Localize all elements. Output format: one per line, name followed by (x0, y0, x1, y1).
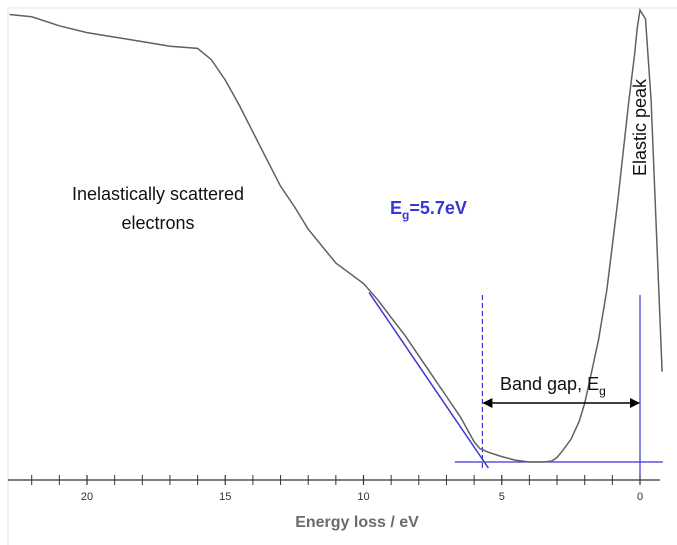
linear-fit-line (368, 292, 490, 469)
annotation-band-gap: Band gap, Eg (500, 374, 606, 398)
annotation-eg-value: Eg=5.7eV (390, 198, 467, 222)
x-tick-label: 15 (219, 491, 231, 503)
band-gap-text: Band gap, E (500, 374, 599, 394)
x-tick-label: 5 (499, 491, 505, 503)
annotation-inelastic-line2: electrons (121, 213, 194, 233)
x-tick-label: 10 (357, 491, 369, 503)
eg-prefix: E (390, 198, 402, 218)
eg-value: =5.7eV (409, 198, 467, 218)
x-axis-tick-labels: 20 15 10 5 0 (81, 491, 643, 503)
x-tick-label: 0 (637, 491, 643, 503)
annotation-elastic-peak: Elastic peak (630, 78, 650, 176)
x-tick-label: 20 (81, 491, 93, 503)
annotation-inelastic-line1: Inelastically scattered (72, 184, 244, 204)
series-line-spectrum (9, 7, 663, 463)
x-axis-label: Energy loss / eV (295, 514, 419, 531)
x-axis-ticks (31, 475, 641, 485)
band-gap-subscript: g (599, 384, 606, 398)
eg-subscript: g (402, 208, 409, 222)
